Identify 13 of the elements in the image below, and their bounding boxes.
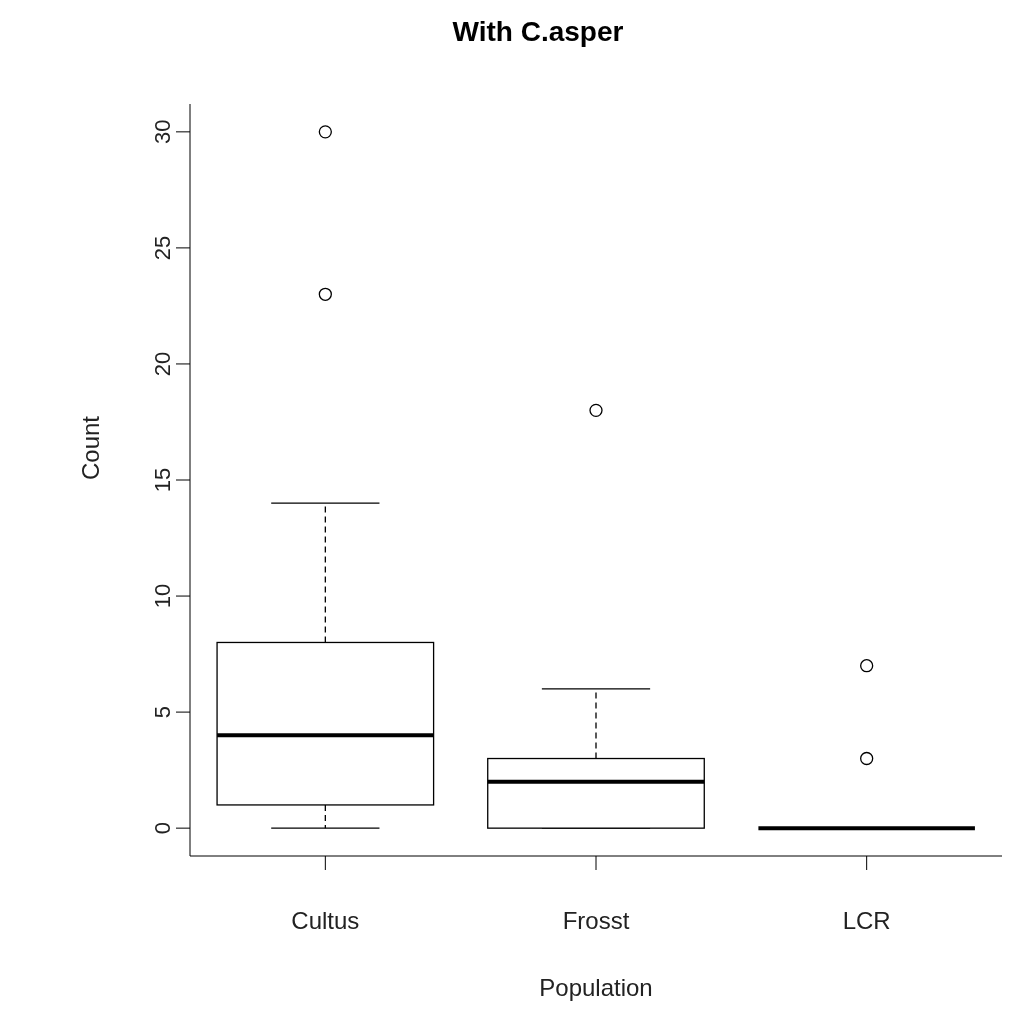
chart-title: With C.asper (451, 16, 625, 48)
y-axis-title: Count (76, 415, 104, 480)
y-tick-label: 15 (150, 467, 175, 493)
x-tick-label: Frosst (562, 907, 630, 935)
x-axis-title: Population (539, 974, 653, 1001)
x-tick-label: Cultus (291, 907, 360, 935)
y-tick-label: 10 (150, 583, 175, 609)
y-tick-label: 0 (150, 822, 175, 835)
x-tick-label: LCR (842, 907, 891, 935)
y-tick-label: 5 (150, 705, 175, 719)
y-tick-label: 20 (150, 351, 175, 377)
y-tick-label: 30 (150, 119, 175, 145)
y-tick-label: 25 (150, 235, 175, 261)
